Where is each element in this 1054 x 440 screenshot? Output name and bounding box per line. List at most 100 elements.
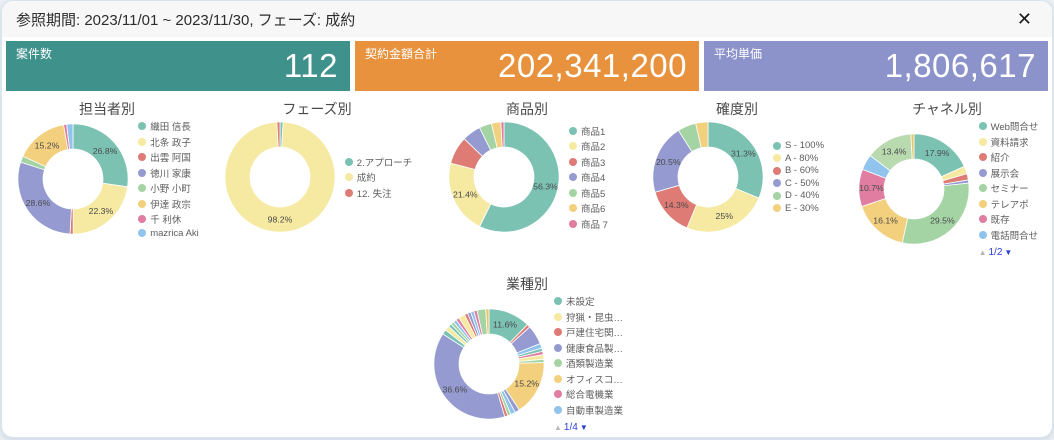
legend-dot-icon [344, 173, 353, 181]
legend-item[interactable]: S - 100% [772, 140, 824, 151]
legend-item[interactable]: 出雲 阿国 [138, 150, 199, 164]
legend-item[interactable]: A - 80% [772, 153, 824, 164]
donut-slice[interactable] [901, 182, 970, 244]
page-up-icon[interactable]: ▲ [978, 248, 987, 257]
legend-dot-icon [553, 328, 562, 336]
legend-label: 未設定 [565, 297, 595, 308]
legend-item[interactable]: 2.アプローチ [344, 155, 412, 169]
slice-percent-label: 98.2% [267, 214, 292, 224]
chart-title: フェーズ別 [282, 101, 352, 117]
legend-item[interactable]: 紹介 [978, 150, 1039, 164]
donut-slice[interactable] [433, 332, 506, 419]
legend-label: 自動車製造業 [565, 405, 623, 417]
legend-dot-icon [344, 157, 353, 166]
legend-dot-icon [978, 122, 987, 130]
legend-item[interactable]: 商品 7 [569, 217, 608, 231]
legend-dot-icon [978, 168, 987, 177]
legend-dot-icon [553, 405, 562, 414]
legend-label: 徳川 家康 [150, 168, 191, 180]
legend-label: 出雲 阿国 [150, 153, 191, 164]
legend-item[interactable]: C - 50% [772, 178, 824, 189]
legend-label: 展示会 [990, 168, 1020, 180]
legend-item[interactable]: セミナー [978, 181, 1039, 195]
donut-slice[interactable] [500, 121, 505, 148]
donut-chart: 26.8% 22.3% 28.6% 15.2% [17, 123, 129, 235]
legend-dot-icon [978, 153, 987, 161]
page-down-icon[interactable]: ▼ [1004, 248, 1013, 257]
legend-item[interactable]: Web問合せ [978, 119, 1038, 133]
legend-dot-icon [138, 153, 147, 161]
donut-slice[interactable] [66, 123, 74, 150]
donut-chart: 11.6% 15.2% 36.6% [433, 308, 545, 419]
legend-item[interactable]: D - 40% [772, 190, 824, 201]
legend-dot-icon [569, 142, 578, 150]
legend-item[interactable]: 成約 [344, 170, 412, 184]
legend-item[interactable]: 商品4 [569, 170, 608, 184]
legend-label: 健康食品製… [565, 343, 623, 355]
donut-slice[interactable] [707, 121, 764, 199]
legend-item[interactable]: 商品3 [569, 155, 608, 169]
legend-dot-icon [978, 199, 987, 208]
slice-percent-label: 29.5% [930, 215, 955, 225]
slice-percent-label: 36.6% [443, 384, 468, 394]
legend-dot-icon [553, 374, 562, 383]
legend-item[interactable]: 千 利休 [138, 212, 199, 226]
slice-percent-label: 16.1% [873, 215, 898, 225]
legend-dot-icon [772, 191, 781, 200]
page-down-icon[interactable]: ▼ [579, 423, 588, 432]
legend-item[interactable]: 商品6 [569, 201, 608, 215]
legend-item[interactable]: 商品5 [569, 186, 608, 200]
donut-slice[interactable] [485, 308, 490, 335]
legend-dot-icon [569, 188, 578, 197]
legend-item[interactable]: 徳川 家康 [138, 166, 199, 180]
donut-slice[interactable] [695, 121, 709, 149]
slice-percent-label: 28.6% [26, 198, 51, 208]
chart-by-phase: フェーズ別 98.2% 2.アプローチ 成約 12. 失注 [212, 97, 422, 258]
chart-legend: S - 100% A - 80% B - 60% C - 50% D - 40% E - … [772, 140, 824, 214]
legend-item[interactable]: 酒類製造業 [553, 356, 623, 370]
legend-dot-icon [772, 204, 781, 213]
chart-legend: Web問合せ 資料請求 紹介 展示会 セミナー テレアポ 既存 電話問合せ ▲ 1/2 ▼ [978, 119, 1039, 258]
legend-dot-icon [772, 179, 781, 188]
legend-item[interactable]: E - 30% [772, 203, 824, 214]
legend-item[interactable]: 狩猟・昆虫… [553, 310, 623, 324]
legend-item[interactable]: 伊達 政宗 [138, 197, 199, 211]
slice-percent-label: 15.2% [514, 378, 539, 388]
legend-label: 小野 小町 [150, 184, 191, 195]
chart-by-owner: 担当者別 26.8% 22.3% 28.6% 15.2% 織田 信長 北条 政子 出雲 阿国… [2, 97, 212, 258]
donut-slice[interactable] [276, 121, 281, 148]
legend-item[interactable]: 既存 [978, 212, 1039, 226]
legend-item[interactable]: 北条 政子 [138, 135, 199, 149]
donut-slice[interactable] [479, 121, 560, 233]
legend-item[interactable]: 電話問合せ [978, 228, 1039, 242]
legend-item[interactable]: 小野 小町 [138, 181, 199, 195]
slice-percent-label: 15.2% [35, 140, 60, 150]
legend-item[interactable]: オフィスコ… [553, 372, 623, 386]
legend-item[interactable]: テレアポ [978, 197, 1039, 211]
legend-item[interactable]: 健康食品製… [553, 341, 623, 355]
legend-label: 商品2 [581, 142, 606, 153]
legend-label: 商品6 [581, 204, 606, 215]
legend-item[interactable]: 自動車製造業 [553, 403, 623, 417]
legend-item[interactable]: 戸建住宅関… [553, 325, 623, 339]
legend-item[interactable]: mazrica Aki [138, 228, 199, 239]
legend-item[interactable]: 未設定 [553, 294, 623, 308]
legend-item[interactable]: B - 60% [772, 165, 824, 176]
legend-item[interactable]: 織田 信長 [138, 119, 199, 133]
legend-item[interactable]: 商品1 [569, 124, 608, 138]
legend-dot-icon [772, 154, 781, 163]
donut-slice[interactable] [224, 121, 336, 233]
legend-item[interactable]: 展示会 [978, 166, 1039, 180]
page-up-icon[interactable]: ▲ [553, 423, 562, 432]
legend-label: 千 利休 [150, 215, 182, 226]
legend-item[interactable]: 総合電機業 [553, 387, 623, 401]
legend-item[interactable]: 資料請求 [978, 135, 1039, 149]
donut-slice[interactable] [909, 133, 914, 159]
donut-chart: 98.2% [224, 121, 336, 233]
chart-title: チャネル別 [912, 101, 982, 117]
legend-item[interactable]: 12. 失注 [344, 186, 412, 200]
close-button[interactable]: ✕ [1011, 10, 1038, 28]
legend-item[interactable]: 商品2 [569, 139, 608, 153]
legend-label: 商品4 [581, 173, 606, 184]
legend-dot-icon [569, 126, 578, 135]
